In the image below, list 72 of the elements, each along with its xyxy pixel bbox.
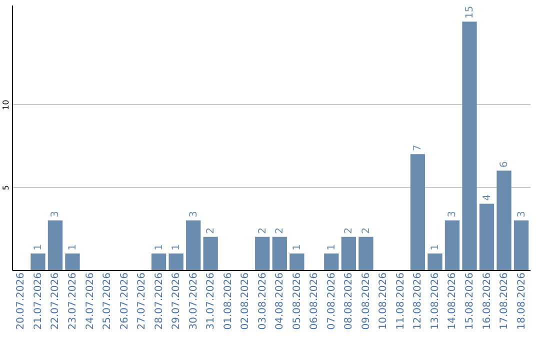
- x-tick-label: 28.07.2026: [154, 272, 165, 330]
- x-tick-label: 06.08.2026: [309, 272, 320, 330]
- data-label: 3: [447, 210, 458, 218]
- x-tick-label: 29.07.2026: [171, 272, 182, 330]
- x-tick-label: 22.07.2026: [50, 272, 62, 330]
- bar: [272, 236, 287, 270]
- x-tick-label: 18.08.2026: [516, 272, 528, 330]
- bar: [203, 236, 218, 270]
- bar: [168, 253, 184, 270]
- x-tick-label: 12.08.2026: [412, 272, 424, 330]
- x-tick-label: 05.08.2026: [292, 272, 303, 330]
- bar: [290, 253, 304, 270]
- x-tick-label: 27.07.2026: [136, 272, 148, 330]
- x-tick-label: 03.08.2026: [257, 272, 268, 330]
- data-label: 2: [257, 228, 268, 234]
- x-tick-label: 16.08.2026: [482, 272, 493, 330]
- bar: [151, 253, 166, 270]
- bar: [514, 220, 529, 270]
- bar: [30, 253, 46, 270]
- bar: [65, 253, 80, 270]
- data-label: 1: [430, 244, 441, 250]
- x-tick-label: 02.08.2026: [240, 272, 252, 330]
- x-tick-label: 31.07.2026: [206, 272, 217, 330]
- x-tick-label: 26.07.2026: [119, 272, 130, 330]
- data-label: 1: [68, 244, 78, 250]
- x-tick-label: 07.08.2026: [326, 272, 338, 330]
- x-tick-label: 17.08.2026: [499, 272, 510, 330]
- bar: [186, 220, 201, 270]
- x-tick-label: 13.08.2026: [430, 272, 441, 330]
- y-tick-label: 10: [2, 100, 10, 110]
- x-tick-label: 08.08.2026: [344, 272, 355, 330]
- bar: [462, 22, 477, 270]
- data-label: 1: [154, 244, 165, 250]
- x-tick-label: 30.07.2026: [188, 272, 200, 330]
- data-label: 3: [516, 210, 528, 218]
- data-label: 2: [274, 228, 286, 234]
- bar: [444, 220, 460, 270]
- x-tick-label: 09.08.2026: [360, 272, 372, 330]
- data-label: 1: [32, 244, 44, 250]
- x-tick-label: 25.07.2026: [102, 272, 114, 330]
- x-tick-label: 21.07.2026: [32, 272, 44, 330]
- x-tick-label: 23.07.2026: [68, 272, 78, 330]
- data-label: 15: [464, 6, 476, 19]
- data-label: 7: [412, 144, 424, 152]
- bar: [428, 253, 442, 270]
- bar: [255, 236, 270, 270]
- x-tick-label: 14.08.2026: [447, 272, 458, 330]
- data-label: 1: [292, 244, 303, 250]
- data-label: 2: [360, 228, 372, 234]
- x-tick-label: 11.08.2026: [395, 272, 406, 330]
- data-label: 3: [188, 210, 200, 218]
- x-tick-label: 10.08.2026: [378, 272, 390, 330]
- bar: [48, 220, 63, 270]
- y-tick-label: 5: [2, 185, 10, 190]
- x-tick-label: 20.07.2026: [16, 272, 27, 330]
- x-tick-label: 24.07.2026: [84, 272, 96, 330]
- x-tick-label: 01.08.2026: [222, 272, 234, 330]
- data-label: 1: [326, 244, 338, 250]
- bar: [358, 236, 374, 270]
- data-label: 3: [50, 210, 62, 218]
- x-tick-label: 04.08.2026: [274, 272, 286, 330]
- data-label: 6: [499, 161, 510, 168]
- bar: [324, 253, 339, 270]
- bar: [341, 236, 356, 270]
- data-label: 2: [206, 228, 217, 234]
- bar: [496, 170, 512, 270]
- data-label: 1: [171, 244, 182, 250]
- x-tick-label: 15.08.2026: [464, 272, 476, 330]
- bar: [410, 154, 426, 270]
- data-label: 2: [344, 228, 355, 234]
- bar: [479, 204, 494, 270]
- data-label: 4: [482, 194, 493, 201]
